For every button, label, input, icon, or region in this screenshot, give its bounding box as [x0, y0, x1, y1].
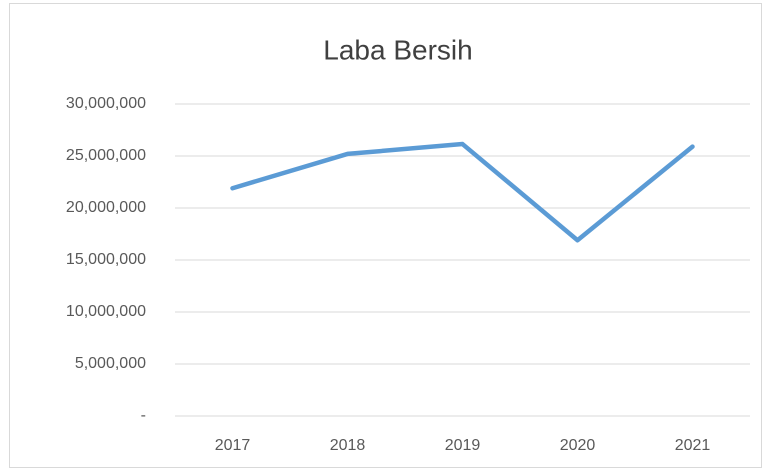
- y-tick-label: 25,000,000: [66, 147, 146, 164]
- x-tick-label: 2017: [215, 437, 251, 454]
- y-tick-label: 30,000,000: [66, 95, 146, 112]
- x-tick-label: 2019: [445, 437, 481, 454]
- chart-border: [9, 3, 762, 468]
- y-tick-label: -: [141, 407, 146, 424]
- y-tick-label: 20,000,000: [66, 199, 146, 216]
- x-tick-label: 2018: [330, 437, 366, 454]
- chart-title: Laba Bersih: [323, 34, 472, 65]
- y-tick-label: 15,000,000: [66, 251, 146, 268]
- x-tick-label: 2021: [675, 437, 711, 454]
- y-tick-label: 5,000,000: [75, 355, 146, 372]
- y-tick-label: 10,000,000: [66, 303, 146, 320]
- x-tick-label: 2020: [560, 437, 596, 454]
- data-line: [230, 141, 695, 243]
